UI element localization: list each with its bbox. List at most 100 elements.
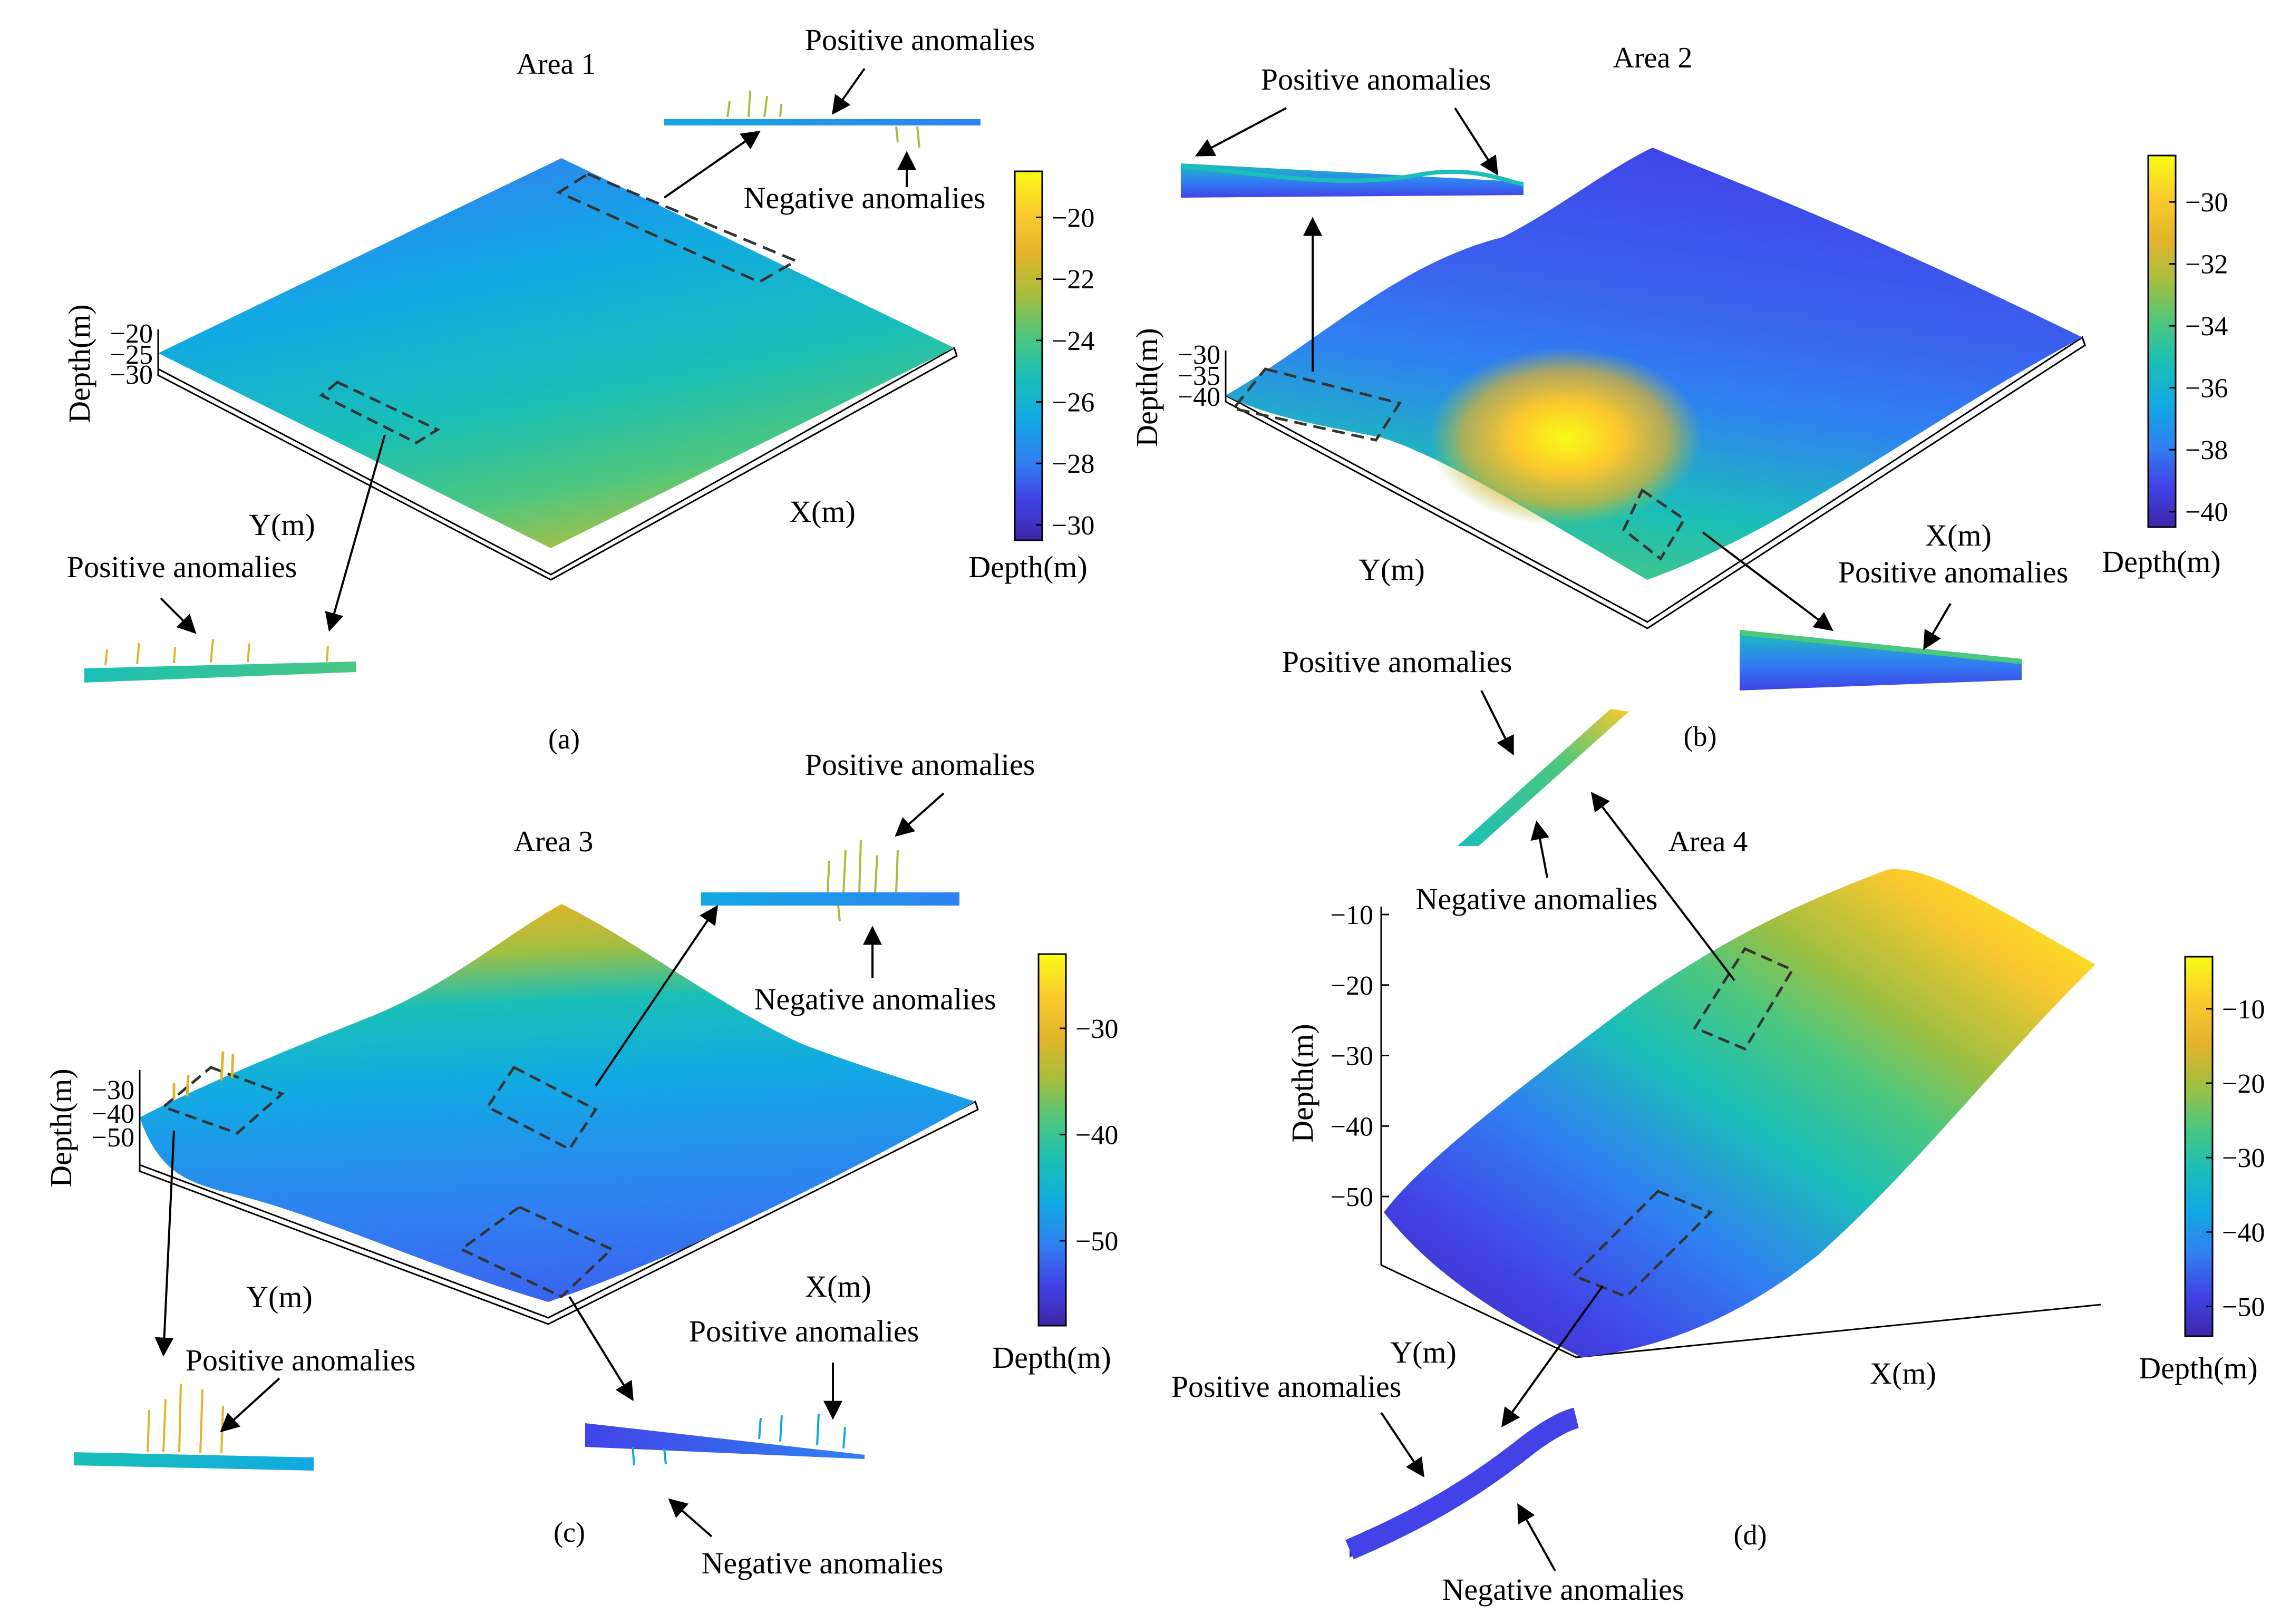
colorbar-tick-label: −30 xyxy=(1075,1014,1118,1044)
colorbar-tick-label: −30 xyxy=(2185,188,2228,218)
panel-d-title: Area 4 xyxy=(1668,825,1748,858)
colorbar-tick-label: −40 xyxy=(2222,1218,2265,1248)
panel-c-z-label: Depth(m) xyxy=(44,1068,78,1188)
panel-a-box-bottom xyxy=(319,381,441,444)
panel-b-x-label: X(m) xyxy=(1925,518,1992,552)
colorbar-tick-label: −30 xyxy=(1052,511,1094,541)
colorbar-tick-label: −36 xyxy=(2185,374,2228,404)
panel-d-z-ticks: −10 −20 −30 −40 −50 xyxy=(1331,900,1389,1212)
colorbar-tick-label: −20 xyxy=(2222,1069,2265,1099)
panel-c-inset-bottom-points xyxy=(632,1413,846,1466)
panel-b-arrow-5 xyxy=(1923,602,1952,650)
panel-c-anno-1: Positive anomalies xyxy=(805,747,1035,782)
panel-d-surface xyxy=(1384,869,2095,1357)
panel-d-colorbar xyxy=(2184,956,2214,1337)
panel-d-anno-3: Positive anomalies xyxy=(1171,1369,1402,1404)
panel-d-x-label: X(m) xyxy=(1870,1356,1936,1390)
panel-b-inset-top-wave xyxy=(1180,164,1524,187)
panel-c-surface xyxy=(140,904,975,1302)
panel-b-title: Area 2 xyxy=(1613,42,1693,74)
panel-d-inset-bottom-band xyxy=(1345,1407,1579,1560)
panel-d-anno-2: Negative anomalies xyxy=(1416,882,1658,916)
colorbar-tick-label: −40 xyxy=(1075,1120,1118,1150)
panel-b-z-tick-3: −40 xyxy=(1178,382,1220,412)
panel-b-box-left xyxy=(1231,367,1402,442)
panel-d-arrow-4 xyxy=(1501,1285,1604,1427)
panel-c-anno-5: Negative anomalies xyxy=(702,1546,944,1580)
z-tick-label: −40 xyxy=(1331,1112,1373,1142)
panel-a-caption: (a) xyxy=(548,723,580,755)
colorbar-tick-label: −38 xyxy=(2185,435,2228,465)
panel-a: Area 1 −20 −25 −30 Depth(m) Y(m) X(m) Po… xyxy=(62,23,1094,755)
colorbar-tick-label: −28 xyxy=(1052,449,1094,479)
panel-b-colorbar xyxy=(2147,154,2177,528)
panel-d-anno-1: Positive anomalies xyxy=(1282,645,1512,679)
panel-a-inset-bottom xyxy=(84,662,356,683)
panel-c-z-tick-2: −40 xyxy=(92,1099,134,1129)
z-tick-label: −50 xyxy=(1331,1182,1373,1212)
panel-d-z-label: Depth(m) xyxy=(1285,1024,1320,1143)
z-tick-label: −30 xyxy=(1331,1042,1373,1072)
panel-d: Area 4 −10 −20 −30 −40 −50 Depth(m) Y(m) X(m… xyxy=(1171,645,2265,1607)
panel-b-arrow-2 xyxy=(1454,107,1498,176)
colorbar-tick-label: −40 xyxy=(2185,498,2228,528)
panel-c-title: Area 3 xyxy=(514,825,594,858)
panel-d-x-axis xyxy=(1576,1304,2101,1358)
panel-a-arrow-3 xyxy=(663,130,761,199)
panel-b-colorbar-label: Depth(m) xyxy=(2102,544,2221,579)
panel-d-arrow-3 xyxy=(1590,792,1735,981)
panel-a-inset-top-points xyxy=(726,90,920,148)
panel-d-colorbar-ticks: −10 −20 −30 −40 −50 xyxy=(2206,995,2265,1322)
panel-d-y-axis xyxy=(1381,1264,1577,1358)
panel-d-y-label: Y(m) xyxy=(1390,1335,1457,1369)
panel-c-box-mid xyxy=(486,1065,598,1151)
panel-a-title: Area 1 xyxy=(517,48,596,81)
panel-d-box-bottom xyxy=(1571,1190,1713,1298)
panel-a-surface xyxy=(158,158,954,548)
panel-b-arrow-1 xyxy=(1195,107,1287,157)
panel-d-box-top xyxy=(1693,947,1794,1051)
panel-c-arrow-1 xyxy=(895,792,945,837)
z-tick-label: −20 xyxy=(1331,971,1373,1001)
panel-d-arrow-2 xyxy=(1530,820,1549,878)
panel-a-z-label: Depth(m) xyxy=(62,304,96,423)
panel-b-z-tick-1: −30 xyxy=(1178,340,1220,370)
panel-c-arrow-4 xyxy=(154,1130,175,1357)
panel-c-x-label: X(m) xyxy=(805,1269,871,1304)
panel-d-arrow-6 xyxy=(1517,1503,1556,1571)
panel-d-anno-4: Negative anomalies xyxy=(1442,1572,1684,1607)
panel-b: Area 2 −30 −35 −40 Depth(m) Y(m) X(m) Po… xyxy=(1130,42,2228,752)
panel-c-inset-bottom xyxy=(585,1423,865,1459)
panel-a-arrow-5 xyxy=(160,597,197,634)
panel-c-inset-top xyxy=(701,892,959,906)
panel-a-z-tick-1: −20 xyxy=(110,319,153,349)
colorbar-tick-label: −22 xyxy=(1052,265,1094,295)
panel-c-arrow-3 xyxy=(595,905,719,1087)
panel-b-y-label: Y(m) xyxy=(1359,552,1425,587)
panel-b-anno-2: Positive anomalies xyxy=(1838,555,2069,589)
colorbar-tick-label: −32 xyxy=(2185,250,2228,280)
panel-c-anno-4: Positive anomalies xyxy=(689,1314,919,1348)
panel-a-arrow-1 xyxy=(831,67,866,115)
panel-d-inset-top xyxy=(1458,709,1629,846)
panel-c-caption: (c) xyxy=(554,1516,585,1548)
panel-c: Area 3 −30 −40 −50 Depth(m) Y(m) X(m) Po… xyxy=(44,747,1118,1580)
panel-b-box-right xyxy=(1622,488,1686,561)
colorbar-tick-label: −20 xyxy=(1052,203,1094,234)
colorbar-tick-label: −10 xyxy=(2222,995,2265,1025)
panel-b-anno-1: Positive anomalies xyxy=(1261,62,1491,96)
panel-c-anno-3: Positive anomalies xyxy=(186,1343,416,1377)
panel-c-colorbar-ticks: −30 −40 −50 xyxy=(1060,1014,1118,1257)
panel-b-hotspot xyxy=(1429,348,1703,527)
panel-d-arrow-1 xyxy=(1480,690,1514,756)
panel-c-arrow-6 xyxy=(568,1296,634,1402)
panel-d-caption: (d) xyxy=(1734,1519,1767,1551)
panel-d-colorbar-label: Depth(m) xyxy=(2139,1351,2258,1385)
panel-c-box-bottom xyxy=(459,1205,614,1298)
panel-a-anno-2: Negative anomalies xyxy=(744,181,986,215)
panel-a-anno-3: Positive anomalies xyxy=(67,550,297,584)
panel-c-inset-left-points xyxy=(147,1383,224,1454)
panel-b-z-tick-2: −35 xyxy=(1178,361,1220,391)
panel-a-colorbar-ticks: −20 −22 −24 −26 −28 −30 xyxy=(1036,203,1094,541)
